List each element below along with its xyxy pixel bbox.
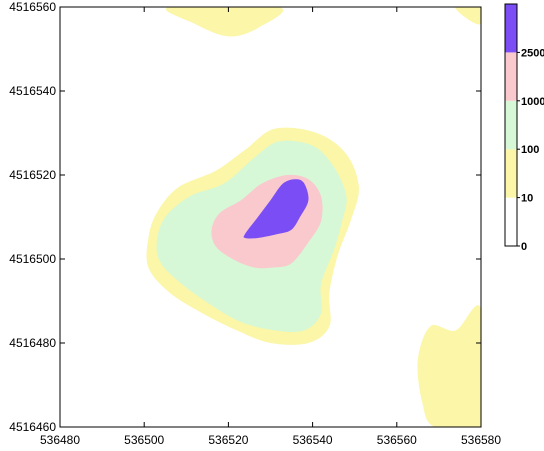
legend-swatch-10: [505, 149, 517, 198]
legend-swatch-1000: [505, 52, 517, 101]
y-tick-label: 4516460: [9, 420, 56, 434]
legend-swatch-0: [505, 197, 517, 246]
plot-frame: [59, 6, 482, 428]
x-tick-label: 536480: [40, 433, 80, 447]
y-tick-label: 4516560: [9, 0, 56, 14]
legend-label-10: 10: [521, 193, 533, 205]
legend-label-100: 100: [521, 144, 539, 156]
x-tick-label: 536500: [124, 433, 164, 447]
legend-label-2500: 2500: [521, 47, 544, 59]
y-tick-label: 4516520: [9, 168, 56, 182]
x-tick-label: 536580: [461, 433, 501, 447]
legend-swatch-100: [505, 100, 517, 150]
contour-region-2500-6: [243, 179, 309, 239]
y-tick-label: 4516540: [9, 84, 56, 98]
contour-region-10-0: [166, 7, 284, 37]
color-scale-legend: 0 10 100 1000 2500: [504, 3, 544, 253]
legend-frame: [504, 3, 518, 247]
x-tick-label: 536560: [377, 433, 417, 447]
y-tick-label: 4516500: [9, 252, 56, 266]
y-tick-label: 4516480: [9, 336, 56, 350]
legend-label-1000: 1000: [521, 96, 544, 108]
contour-region-10-1: [455, 7, 481, 25]
y-axis: 4516460 4516480 4516500 4516520 4516540 45165…: [9, 0, 481, 434]
x-tick-label: 536540: [293, 433, 333, 447]
contour-region-10-2: [417, 305, 481, 427]
legend-label-0: 0: [521, 241, 527, 253]
x-tick-label: 536520: [208, 433, 248, 447]
x-axis: 536480 536500 536520 536540 536560 536580: [40, 7, 501, 447]
contour-regions: [146, 7, 481, 427]
legend-swatch-2500: [505, 4, 517, 53]
